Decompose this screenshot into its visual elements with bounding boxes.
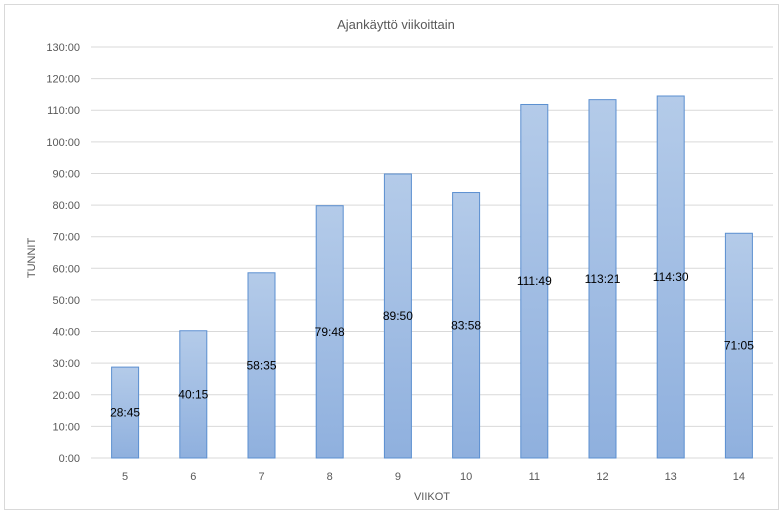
y-tick-label: 100:00: [46, 137, 80, 149]
y-tick-label: 80:00: [52, 200, 80, 212]
y-axis-ticks: 0:00 10:00 20:00 30:00 40:00 50:00 60:00 70:00 8…: [46, 42, 80, 465]
x-tick-label: 9: [395, 471, 401, 483]
x-tick-label: 8: [327, 471, 333, 483]
x-axis-title: VIIKOT: [414, 491, 450, 503]
bar-week-12: [588, 99, 617, 459]
bar-week-14: [724, 232, 753, 459]
y-tick-label: 130:00: [46, 42, 80, 54]
bar-week-13: [656, 95, 685, 459]
bar-week-7: [247, 272, 276, 459]
y-axis-title: TUNNIT: [26, 238, 38, 279]
y-tick-label: 70:00: [52, 232, 80, 244]
y-tick-label: 20:00: [52, 390, 80, 402]
data-label: 71:05: [724, 339, 754, 353]
x-tick-label: 14: [733, 471, 745, 483]
y-tick-label: 110:00: [47, 105, 80, 117]
bar-week-10: [452, 192, 481, 459]
data-label: 79:48: [315, 325, 345, 339]
data-label: 113:21: [585, 272, 621, 286]
y-tick-label: 90:00: [52, 168, 80, 180]
data-label: 58:35: [246, 358, 276, 372]
data-labels: 28:45 40:15 58:35 79:48 89:50 83:58 111:49 113:…: [110, 270, 754, 420]
x-tick-label: 5: [122, 471, 128, 483]
data-label: 40:15: [178, 387, 208, 401]
chart-title: Ajankäyttö viikoittain: [337, 17, 455, 32]
data-label: 114:30: [653, 270, 689, 284]
bar-week-6: [179, 330, 208, 459]
data-label: 89:50: [383, 309, 413, 323]
data-label: 28:45: [110, 406, 140, 420]
bar-week-5: [111, 366, 140, 459]
x-tick-label: 11: [529, 471, 540, 483]
y-tick-label: 40:00: [52, 327, 80, 339]
x-tick-label: 13: [665, 471, 677, 483]
x-tick-label: 10: [460, 471, 472, 483]
bar-week-11: [520, 103, 549, 459]
data-label: 83:58: [451, 318, 481, 332]
x-axis-ticks: 5 6 7 8 9 10 11 12 13 14: [122, 471, 745, 483]
y-tick-label: 30:00: [52, 358, 80, 370]
y-tick-label: 0:00: [59, 453, 80, 465]
y-tick-label: 60:00: [52, 263, 80, 275]
x-tick-label: 7: [258, 471, 264, 483]
data-label: 111:49: [517, 274, 552, 288]
bars: [111, 95, 753, 459]
x-tick-label: 6: [190, 471, 196, 483]
y-tick-label: 50:00: [52, 295, 80, 307]
bar-week-8: [315, 205, 344, 459]
y-tick-label: 10:00: [52, 421, 80, 433]
bar-week-9: [383, 173, 412, 459]
y-tick-label: 120:00: [46, 74, 80, 86]
x-tick-label: 12: [596, 471, 608, 483]
